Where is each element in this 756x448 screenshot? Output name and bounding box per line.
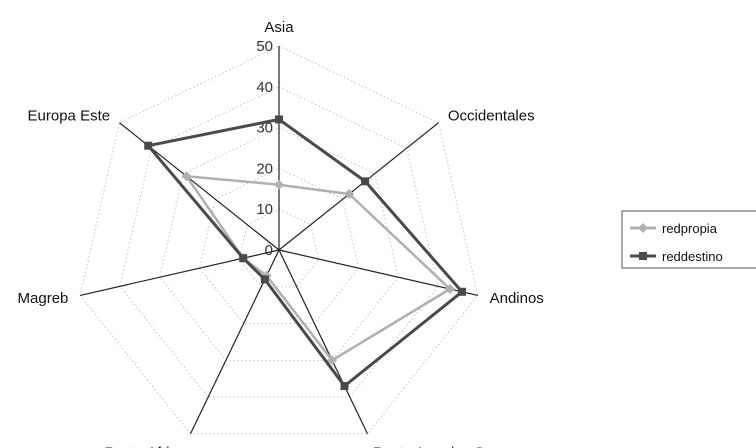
point-redpropia-resto-america-sur xyxy=(327,355,338,366)
legend-label-reddestino: reddestino xyxy=(662,249,723,264)
spoke-andinos xyxy=(278,249,479,296)
grid-ring-50 xyxy=(79,45,479,435)
legend-label-redpropia: redpropia xyxy=(662,221,718,236)
point-reddestino-magreb xyxy=(239,254,248,263)
tick-label-20: 20 xyxy=(256,160,273,177)
tick-label-0: 0 xyxy=(265,242,273,259)
tick-label-40: 40 xyxy=(256,79,273,96)
category-label-resto-africa: Resto Africa xyxy=(104,445,186,448)
tick-label-10: 10 xyxy=(256,201,273,218)
point-redpropia-asia xyxy=(274,179,284,190)
series-line-redpropia xyxy=(183,174,453,362)
point-reddestino-occidentales xyxy=(361,177,370,186)
category-label-andinos: Andinos xyxy=(490,290,544,307)
series-redpropia xyxy=(181,171,456,366)
point-redpropia-europa-este xyxy=(181,171,192,182)
series-line-reddestino xyxy=(145,117,465,389)
point-reddestino-resto-africa xyxy=(260,275,269,284)
category-label-asia: Asia xyxy=(264,19,294,36)
grid-ring-20 xyxy=(198,167,360,324)
spoke-magreb xyxy=(79,249,280,296)
point-reddestino-andinos xyxy=(457,287,466,296)
legend-item-reddestino: reddestino xyxy=(630,249,723,264)
spoke-europa-este xyxy=(119,122,280,251)
radar-grid xyxy=(79,45,479,435)
grid-ring-10 xyxy=(238,208,320,288)
point-reddestino-resto-america-sur xyxy=(340,382,349,391)
category-label-magreb: Magreb xyxy=(18,290,69,307)
category-label-resto-america-sur: Resto America Sur xyxy=(373,445,498,448)
point-redpropia-occidentales xyxy=(344,189,355,200)
legend: redpropia reddestino xyxy=(621,210,756,269)
category-label-occidentales: Occidentales xyxy=(448,107,535,124)
category-labels: Asia Occidentales Andinos Resto America Sur… xyxy=(18,19,544,448)
grid-ring-40 xyxy=(119,86,439,398)
series-layer xyxy=(144,115,466,391)
point-reddestino-europa-este xyxy=(144,141,153,150)
spoke-resto-america-sur xyxy=(278,249,369,435)
series-reddestino xyxy=(144,115,466,391)
category-label-europa-este: Europa Este xyxy=(28,107,111,124)
tick-label-50: 50 xyxy=(256,38,273,55)
point-redpropia-andinos xyxy=(445,284,456,295)
spoke-occidentales xyxy=(278,122,439,251)
legend-marker-redpropia xyxy=(638,223,648,233)
legend-marker-reddestino xyxy=(639,252,647,260)
legend-item-redpropia: redpropia xyxy=(630,221,718,236)
point-reddestino-asia xyxy=(275,115,283,124)
